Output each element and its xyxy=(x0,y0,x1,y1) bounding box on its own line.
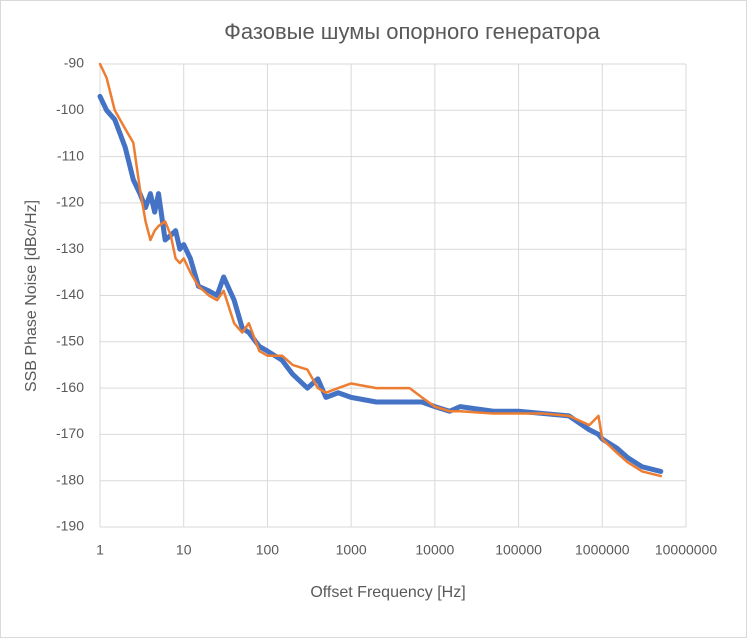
y-axis-label: SSB Phase Noise [dBc/Hz] xyxy=(23,200,40,392)
x-tick-label: 1000 xyxy=(336,542,367,558)
x-tick-label: 100000 xyxy=(495,542,542,558)
x-tick-label: 10000 xyxy=(415,542,454,558)
y-tick-label: -120 xyxy=(56,194,84,210)
x-tick-label: 10000000 xyxy=(655,542,718,558)
x-tick-label: 10 xyxy=(176,542,192,558)
x-tick-label: 1000000 xyxy=(575,542,630,558)
y-tick-label: -140 xyxy=(56,286,84,302)
y-tick-label: -170 xyxy=(56,425,84,441)
y-tick-label: -90 xyxy=(64,55,84,71)
y-tick-label: -160 xyxy=(56,379,84,395)
x-axis-label: Offset Frequency [Hz] xyxy=(310,584,465,601)
y-tick-label: -130 xyxy=(56,240,84,256)
y-tick-label: -110 xyxy=(57,147,84,163)
y-tick-label: -100 xyxy=(56,101,84,117)
series-line xyxy=(98,62,663,478)
y-tick-label: -180 xyxy=(56,471,84,487)
y-tick-label: -150 xyxy=(56,333,84,349)
x-tick-label: 1 xyxy=(96,542,104,558)
y-tick-label: -190 xyxy=(56,518,84,534)
chart-title: Фазовые шумы опорного генератора xyxy=(224,19,600,44)
x-tick-label: 100 xyxy=(256,542,280,558)
